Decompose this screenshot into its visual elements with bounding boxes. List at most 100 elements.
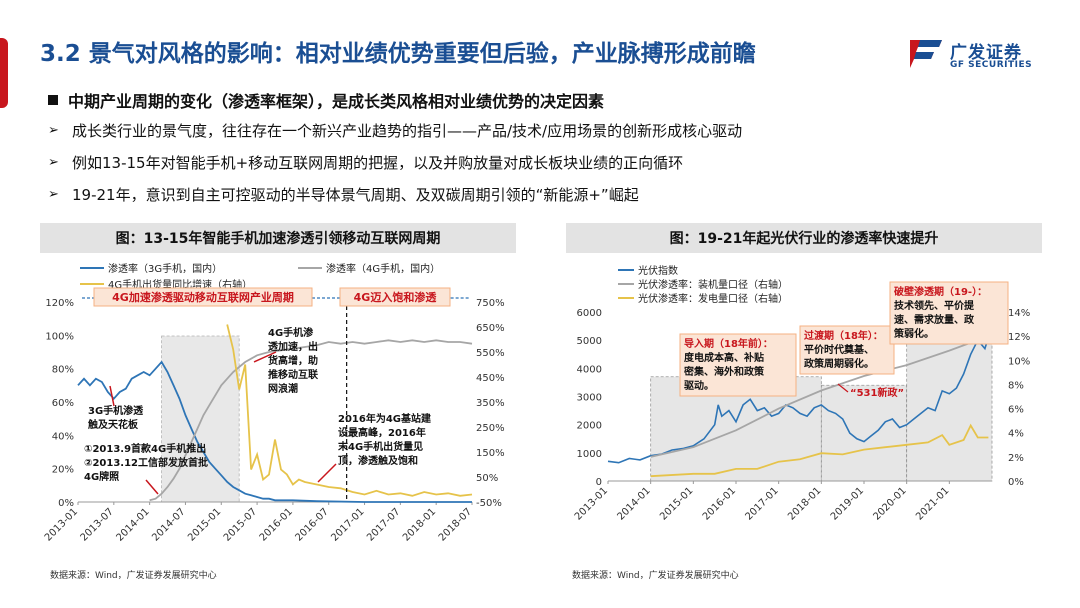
annotation-arrow [253,351,277,363]
shaded-period [161,335,240,503]
stage-breakthrough-text: 技术领先、平价提 [894,299,975,312]
stage-intro-text: 导入期（18年前）： [684,337,773,350]
company-logo: 广发证券 GF SECURITIES [906,36,1046,76]
y-right-tick-label: 450% [476,373,505,384]
bullet-item-text: 成长类行业的景气度，往往存在一个新兴产业趋势的指引——产品/技术/应用场景的创新… [72,121,743,140]
y-left-tick-label: 3000 [577,393,602,404]
x-tick-label: 2016-07 [294,506,331,543]
bullet-item-text: 例如13-15年对智能手机+移动互联网周期的把握，以及并购放量对成长板块业绩的正… [72,153,684,172]
x-tick-label: 2017-01 [329,506,366,543]
x-tick-label: 2013-01 [573,485,610,522]
y-left-tick-label: 100% [45,331,74,342]
bullet-item: ➢ 例如13-15年对智能手机+移动互联网周期的把握，以及并购放量对成长板块业绩的… [48,146,1048,178]
y-right-tick-label: 350% [476,398,505,409]
logo-en: GF SECURITIES [950,60,1033,70]
annotation-arrow [109,385,115,407]
logo-cn: 广发证券 [950,43,1022,63]
period1-label: 4G加速渗透驱动移动互联网产业周期 [112,290,294,304]
period2-label: 4G迈入饱和渗透 [354,290,438,304]
series-line [607,337,990,464]
y-right-tick-label: 650% [476,323,505,334]
arrow-bullet-icon: ➢ [48,186,59,202]
bullet-item-text: 19-21年，意识到自主可控驱动的半导体景气周期、及双碳周期引领的“新能源+”崛… [72,185,639,204]
bullet-main: 中期产业周期的变化（渗透率框架），是成长类风格相对业绩优势的决定因素 [48,86,1048,114]
annotation-text: 推移动互联 [268,368,318,381]
y-right-tick-label: 12% [1008,332,1030,343]
shaded-transition-period [820,384,908,482]
annotation-arrow [145,479,159,495]
period2-box [339,287,451,307]
bullet-main-text: 中期产业周期的变化（渗透率框架），是成长类风格相对业绩优势的决定因素 [68,92,605,111]
y-right-tick-label: 0% [1008,477,1024,488]
series-line [650,335,989,458]
event-label: “531新政” [850,386,904,399]
series-line [650,423,989,478]
page-title: 3.2 景气对风格的影响：相对业绩优势重要但后验，产业脉搏形成前瞻 [40,41,756,67]
stage-breakthrough-text: 策弱化。 [894,327,934,340]
y-right-tick-label: 750% [476,298,505,309]
annotation-text: ①2013.9首款4G手机推出 [84,442,206,455]
y-left-tick-label: 0 [596,477,602,488]
annotation-text: 3G手机渗透 [88,404,144,417]
bullet-item: ➢ 19-21年，意识到自主可控驱动的半导体景气周期、及双碳周期引领的“新能源+”… [48,178,1048,210]
x-tick-label: 2015-07 [222,506,259,543]
x-tick-label: 2020-01 [871,485,908,522]
right-source: 数据来源：Wind，广发证券发展研究中心 [572,571,739,581]
annotation-text: ②2013.12工信部发放首批 [84,456,208,469]
legend-label: 渗透率（4G手机，国内） [326,262,440,275]
shaded-breakthrough-period [906,335,993,482]
annotation-text: 货高增，助 [268,354,318,367]
y-right-tick-label: 4% [1008,429,1024,440]
y-left-tick-label: 6000 [577,308,602,319]
annotation-text: 4G手机渗 [268,326,314,339]
period1-box [93,287,313,307]
y-left-tick-label: 0% [58,498,74,509]
x-tick-label: 2021-01 [914,485,951,522]
annotation-text: 设最高峰，2016年 [338,426,426,439]
stage-breakthrough-text: 速、需求放量、政 [894,313,975,326]
x-tick-label: 2017-01 [743,485,780,522]
stage-intro-text: 度电成本高、补贴 [684,351,764,364]
left-chart: 0% 20% 40% 60% 80% 100% 120% -50% 50% 150% 250% 350… [43,262,505,544]
arrow-bullet-icon: ➢ [48,122,59,138]
annotation-text: 2016年为4G基站建 [338,412,432,425]
y-right-tick-label: 50% [476,473,498,484]
annotation-text: 4G牌照 [84,470,119,483]
y-right-tick-label: 2% [1008,453,1024,464]
y-left-tick-label: 1000 [577,449,602,460]
y-right-tick-label: 550% [476,348,505,359]
left-source: 数据来源：Wind，广发证券发展研究中心 [50,571,217,581]
stage-intro-text: 驱动。 [684,379,714,392]
annotation-text: 触及天花板 [87,418,139,431]
y-left-tick-label: 40% [52,431,74,442]
y-left-tick-label: 80% [52,365,74,376]
stage-intro-text: 密集、海外和政策 [684,365,765,378]
x-tick-label: 2019-01 [829,485,866,522]
series-line [149,339,473,502]
stage-transition-box [799,325,895,375]
annotation-text: 顶，渗透触及饱和 [338,454,418,467]
x-tick-label: 2016-01 [258,506,295,543]
series-line [77,360,472,503]
y-right-tick-label: 6% [1008,405,1024,416]
x-tick-label: 2013-01 [43,506,80,543]
y-right-tick-label: 150% [476,448,505,459]
square-bullet-icon [48,95,58,105]
y-right-tick-label: 14% [1008,308,1030,319]
legend-label: 光伏指数 [638,264,678,277]
stage-transition-text: 平价时代奠基、 [804,343,874,356]
stage-transition-text: 政策周期弱化。 [804,357,874,370]
stage-breakthrough-box [889,281,1009,345]
y-right-tick-label: 8% [1008,380,1024,391]
annotation-text: 透加速，出 [268,340,318,353]
y-left-tick-label: 5000 [577,336,602,347]
left-chart-heading: 图：13-15年智能手机加速渗透引领移动互联网周期 [40,223,516,253]
legend-label: 光伏渗透率：发电量口径（右轴） [638,292,788,305]
y-right-tick-label: -50% [476,498,502,509]
bullet-list: 中期产业周期的变化（渗透率框架），是成长类风格相对业绩优势的决定因素 ➢ 成长类行… [48,86,1048,210]
event-arrow [837,383,849,393]
annotation-text: 末4G手机出货量见 [338,440,423,453]
annotation-text: 网浪潮 [268,382,298,395]
x-tick-label: 2016-01 [701,485,738,522]
x-tick-label: 2015-01 [658,485,695,522]
